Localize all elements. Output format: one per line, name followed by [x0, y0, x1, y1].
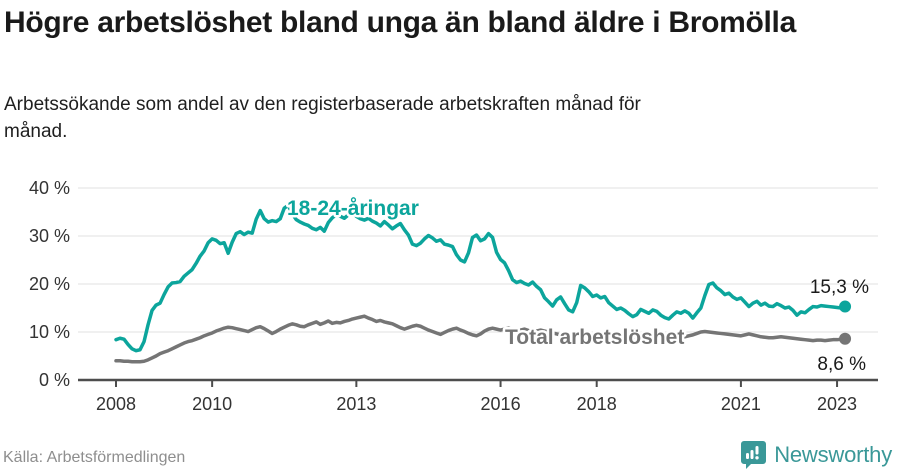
series-endpoint-total: [839, 332, 852, 345]
x-tick-label: 2018: [577, 394, 617, 414]
series-line-total: [114, 314, 847, 364]
x-tick-label: 2021: [721, 394, 761, 414]
x-tick-label: 2008: [96, 394, 136, 414]
series-line-youth: [114, 203, 847, 353]
end-value-total: 8,6 %: [817, 354, 866, 375]
series-label-total: Total arbetslöshet: [505, 326, 684, 349]
y-tick-label: 20 %: [29, 274, 70, 294]
series-label-youth: 18-24-åringar: [287, 197, 419, 220]
y-tick-label: 10 %: [29, 322, 70, 342]
newsworthy-wordmark: Newsworthy: [774, 441, 892, 467]
source-note: Källa: Arbetsförmedlingen: [3, 449, 186, 466]
x-tick-label: 2023: [817, 394, 857, 414]
x-tick-label: 2010: [192, 394, 232, 414]
y-tick-label: 40 %: [29, 178, 70, 198]
y-tick-label: 0 %: [39, 370, 70, 390]
line-chart: 0 % 10 % 20 % 30 % 40 % 2008 2010 2013 2016 2018…: [29, 178, 878, 414]
y-axis-labels: 0 % 10 % 20 % 30 % 40 %: [29, 178, 70, 390]
x-tick-label: 2013: [336, 394, 376, 414]
newsworthy-logo[interactable]: Newsworthy: [740, 440, 892, 469]
newsworthy-icon: [741, 441, 767, 469]
y-tick-label: 30 %: [29, 226, 70, 246]
x-axis-labels: 2008 2010 2013 2016 2018 2021 2023: [96, 394, 857, 414]
chart-subtitle: Arbetssökande som andel av den registerb…: [4, 94, 641, 142]
x-tick-label: 2016: [481, 394, 521, 414]
end-value-youth: 15,3 %: [810, 277, 869, 298]
series-endpoint-youth: [839, 300, 852, 313]
chart-title: Högre arbetslöshet bland unga än bland ä…: [4, 6, 796, 39]
x-axis-ticks: [115, 380, 839, 387]
